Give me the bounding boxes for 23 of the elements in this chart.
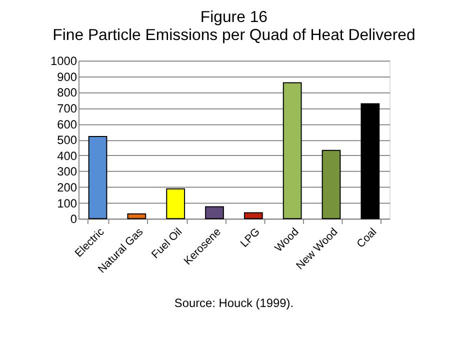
y-tick-label: 1000 <box>50 54 78 68</box>
y-tick-label: 500 <box>57 133 78 148</box>
y-tick-label: 100 <box>57 196 78 210</box>
chart-title: Figure 16 <box>200 8 268 26</box>
bar <box>282 82 302 220</box>
bar <box>360 103 380 220</box>
bar <box>127 213 146 220</box>
y-tick-label: 700 <box>57 101 78 116</box>
y-tick-label: 200 <box>57 180 78 194</box>
source-note: Source: Houck (1999). <box>174 296 294 310</box>
y-tick-label: 0 <box>70 212 78 226</box>
y-tick-label: 900 <box>57 70 78 84</box>
y-tick-label: 300 <box>57 164 78 179</box>
chart-subtitle: Fine Particle Emissions per Quad of Heat Delivered <box>52 26 416 44</box>
x-tick-label: LPG <box>238 226 262 250</box>
bar <box>244 212 263 220</box>
bar <box>166 188 186 220</box>
bar <box>88 136 108 220</box>
y-tick-label: 600 <box>57 117 78 132</box>
y-tick-label: 800 <box>57 86 78 100</box>
bar <box>205 206 224 220</box>
y-tick-label: 400 <box>57 148 78 163</box>
bar <box>322 150 341 220</box>
